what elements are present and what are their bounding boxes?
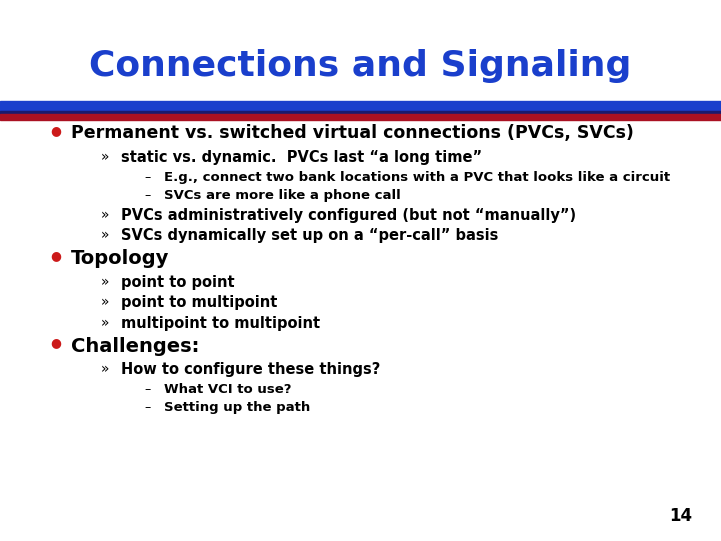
- Text: »: »: [101, 150, 110, 164]
- Text: –: –: [144, 189, 151, 202]
- Text: –: –: [144, 383, 151, 396]
- Text: static vs. dynamic.  PVCs last “a long time”: static vs. dynamic. PVCs last “a long ti…: [121, 150, 482, 166]
- Text: ●: ●: [50, 249, 61, 262]
- Text: SVCs dynamically set up on a “per-call” basis: SVCs dynamically set up on a “per-call” …: [121, 228, 498, 243]
- Text: »: »: [101, 275, 110, 289]
- Text: –: –: [144, 171, 151, 184]
- Text: Permanent vs. switched virtual connections (PVCs, SVCs): Permanent vs. switched virtual connectio…: [71, 124, 634, 142]
- Text: Connections and Signaling: Connections and Signaling: [89, 49, 632, 83]
- Text: point to multipoint: point to multipoint: [121, 295, 278, 311]
- Text: E.g., connect two bank locations with a PVC that looks like a circuit: E.g., connect two bank locations with a …: [164, 171, 671, 184]
- Text: What VCI to use?: What VCI to use?: [164, 383, 292, 396]
- Text: –: –: [144, 401, 151, 414]
- Text: Setting up the path: Setting up the path: [164, 401, 311, 414]
- Text: point to point: point to point: [121, 275, 235, 290]
- Text: »: »: [101, 316, 110, 330]
- Text: ●: ●: [50, 124, 61, 137]
- Text: SVCs are more like a phone call: SVCs are more like a phone call: [164, 189, 401, 202]
- Text: Challenges:: Challenges:: [71, 337, 199, 355]
- Text: 14: 14: [669, 507, 692, 525]
- Bar: [0, 114, 721, 120]
- Text: »: »: [101, 208, 110, 222]
- Text: »: »: [101, 228, 110, 242]
- Text: Topology: Topology: [71, 249, 169, 268]
- Text: »: »: [101, 362, 110, 377]
- Text: How to configure these things?: How to configure these things?: [121, 362, 381, 378]
- Text: »: »: [101, 295, 110, 309]
- Text: PVCs administratively configured (but not “manually”): PVCs administratively configured (but no…: [121, 208, 576, 223]
- Text: multipoint to multipoint: multipoint to multipoint: [121, 316, 320, 331]
- Text: ●: ●: [50, 337, 61, 349]
- Bar: [0, 101, 721, 111]
- Bar: [0, 111, 721, 114]
